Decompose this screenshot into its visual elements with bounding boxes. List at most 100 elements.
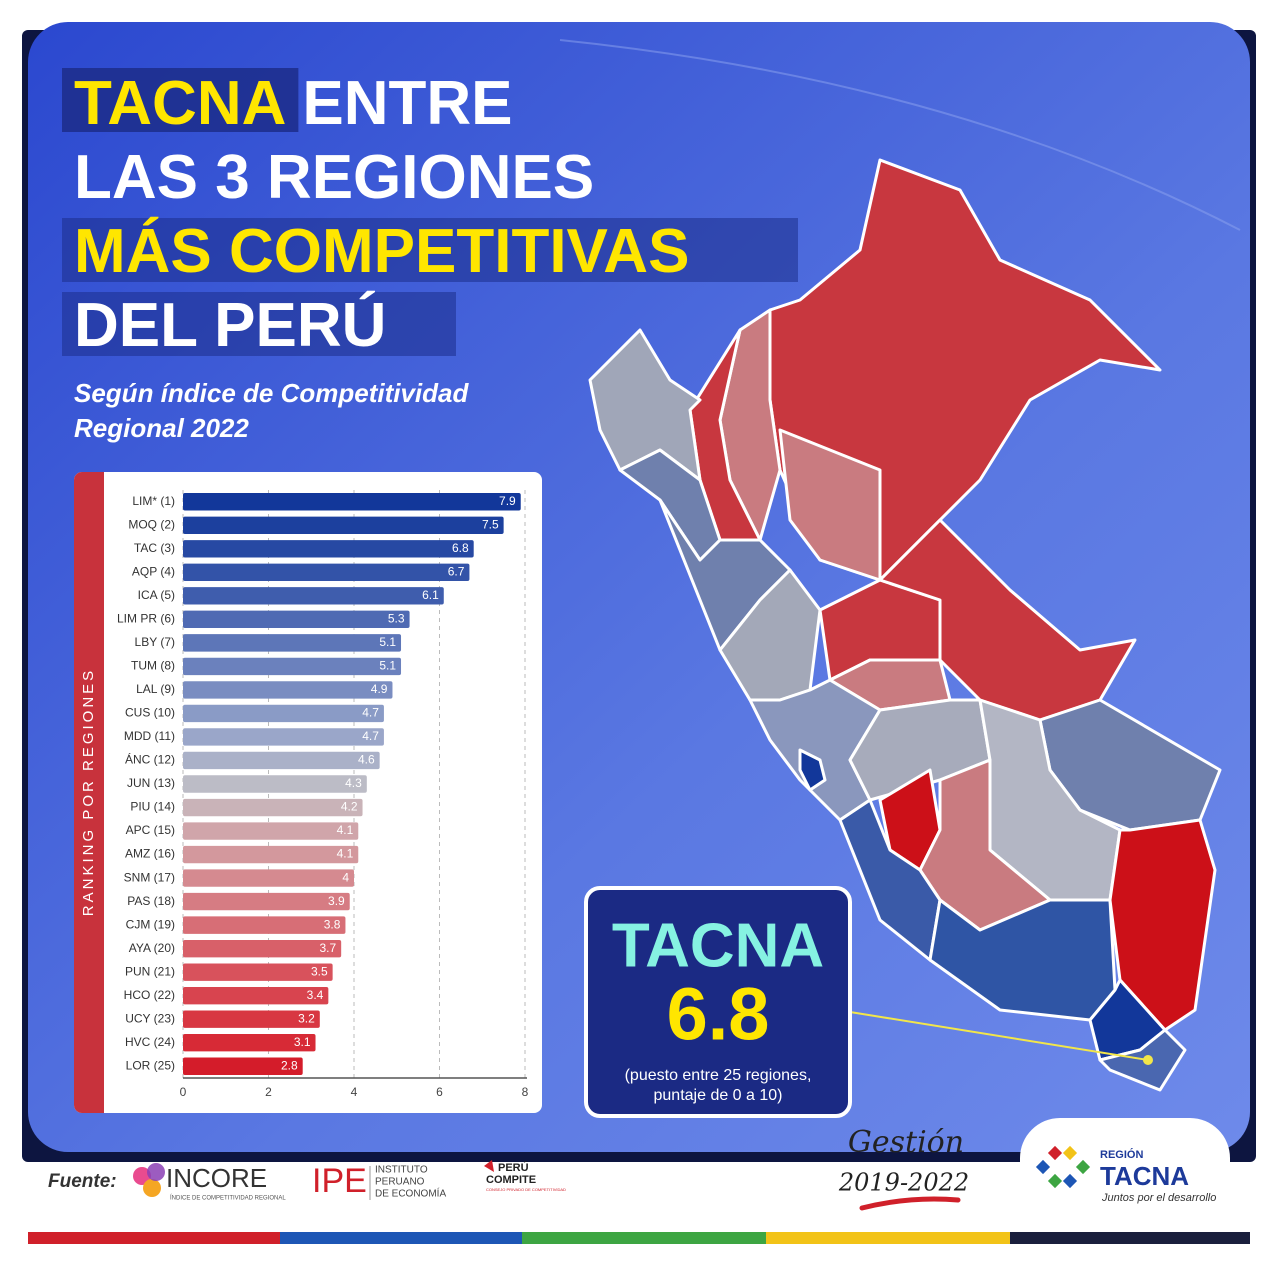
value-label: 3.1: [294, 1035, 311, 1049]
value-label: 4.1: [337, 847, 354, 861]
underline: [859, 1196, 961, 1211]
footer-stripe: [280, 1232, 522, 1244]
axis-label-strip: [74, 472, 104, 1113]
bar: [183, 986, 329, 1005]
title-line: MÁS COMPETITIVAS: [74, 217, 689, 286]
y-tick-label: AQP (4): [132, 564, 175, 578]
logo-dot: [133, 1167, 151, 1185]
ipe-sub: PERUANO: [375, 1177, 425, 1188]
title-line: LAS 3 REGIONES: [74, 143, 594, 212]
value-label: 4.9: [371, 682, 388, 696]
value-label: 4.3: [345, 776, 362, 790]
bar: [183, 610, 410, 629]
x-tick-label: 4: [351, 1085, 358, 1099]
value-label: 3.2: [298, 1011, 315, 1025]
bar: [183, 869, 354, 887]
decor-arc: [559, 39, 1241, 231]
compite-logo: COMPITE: [486, 1174, 536, 1186]
value-label: 6.1: [422, 588, 439, 602]
gestion: Gestión: [848, 1125, 964, 1160]
footer-stripe: [522, 1232, 766, 1244]
y-tick-label: APC (15): [126, 823, 175, 837]
value-label: 5.1: [379, 635, 396, 649]
y-tick-label: TAC (3): [134, 541, 175, 555]
region-name: TACNA: [1100, 1161, 1189, 1191]
y-tick-label: PAS (18): [127, 894, 175, 908]
bar: [183, 634, 402, 652]
callout-value: 6.8: [667, 973, 770, 1056]
y-tick-label: MDD (11): [124, 729, 175, 743]
bar: [183, 845, 359, 864]
compite-sub: CONSEJO PRIVADO DE COMPETITIVIDAD: [486, 1187, 566, 1192]
title-line: TACNA ENTRE: [74, 69, 513, 138]
y-tick-label: AMZ (16): [125, 847, 175, 861]
bar: [183, 1034, 316, 1052]
y-tick-label: JUN (13): [127, 776, 175, 790]
y-tick-label: CJM (19): [126, 917, 175, 931]
callout-box: [584, 886, 852, 1118]
bar: [183, 728, 384, 746]
y-tick-label: ÁNC (12): [125, 752, 175, 767]
value-label: 5.1: [379, 659, 396, 673]
incore-sub: ÍNDICE DE COMPETITIVIDAD REGIONAL: [170, 1195, 286, 1202]
compite-logo: PERÚ: [498, 1161, 529, 1174]
bar: [183, 775, 367, 793]
incore-logo: INCORE: [166, 1163, 267, 1193]
source-label: Fuente:: [48, 1171, 117, 1192]
subtitle: Según índice de Competitividad: [74, 378, 469, 408]
value-label: 3.4: [307, 988, 324, 1002]
bar: [183, 657, 402, 676]
value-label: 4.1: [337, 823, 354, 837]
bar: [183, 704, 384, 723]
y-tick-label: HVC (24): [125, 1035, 175, 1049]
x-tick-label: 0: [180, 1085, 187, 1099]
region-logo-bg: [1020, 1118, 1230, 1218]
bar: [183, 963, 333, 981]
bar: [183, 916, 346, 934]
title-highlight: [62, 68, 299, 132]
y-tick-label: CUS (10): [125, 706, 175, 720]
bar: [183, 493, 521, 511]
y-tick-label: TUM (8): [131, 659, 175, 673]
compite-mark: [484, 1160, 494, 1172]
y-tick-label: LIM* (1): [132, 494, 175, 508]
callout-note: (puesto entre 25 regiones,: [625, 1067, 812, 1084]
footer-stripe: [1010, 1232, 1250, 1244]
y-tick-label: ICA (5): [138, 588, 175, 602]
bar: [183, 563, 470, 582]
region-label: REGIÓN: [1100, 1148, 1143, 1161]
value-label: 4: [342, 870, 349, 884]
bar: [183, 1057, 303, 1075]
callout-note: puntaje de 0 a 10): [654, 1087, 783, 1104]
value-label: 6.8: [452, 541, 469, 555]
value-label: 4.7: [362, 706, 379, 720]
x-tick-label: 8: [522, 1085, 529, 1099]
bar: [183, 751, 380, 770]
x-tick-label: 6: [436, 1085, 443, 1099]
value-label: 2.8: [281, 1058, 298, 1072]
x-tick-label: 2: [265, 1085, 272, 1099]
value-label: 5.3: [388, 612, 405, 626]
value-label: 4.7: [362, 729, 379, 743]
value-label: 3.7: [319, 941, 336, 955]
y-tick-label: LIM PR (6): [117, 612, 175, 626]
bar: [183, 587, 444, 605]
value-label: 4.6: [358, 753, 375, 767]
value-label: 3.9: [328, 894, 345, 908]
chart: 0 2 4 6 8 7.9 LIM* (1) 7.5 MOQ (2) 6.8 TAC (3) 6.7 A…: [117, 490, 529, 1099]
region-slogan: Juntos por el desarrollo: [1101, 1192, 1216, 1204]
bar: [183, 892, 350, 911]
title-text: ENTRE: [302, 69, 512, 138]
bar: [183, 822, 359, 840]
y-tick-label: LBY (7): [135, 635, 175, 649]
logo-dot: [143, 1179, 161, 1197]
y-tick-label: PIU (14): [130, 800, 175, 814]
y-axis-label: RANKING POR REGIONES: [80, 668, 97, 916]
footer-stripe: [766, 1232, 1010, 1244]
title-highlight-text: TACNA: [74, 69, 286, 138]
title-line: DEL PERÚ: [74, 291, 386, 360]
callout-name: TACNA: [612, 911, 824, 980]
y-tick-label: LAL (9): [136, 682, 175, 696]
bar: [183, 1010, 320, 1028]
ipe-logo: IPE: [312, 1162, 367, 1200]
